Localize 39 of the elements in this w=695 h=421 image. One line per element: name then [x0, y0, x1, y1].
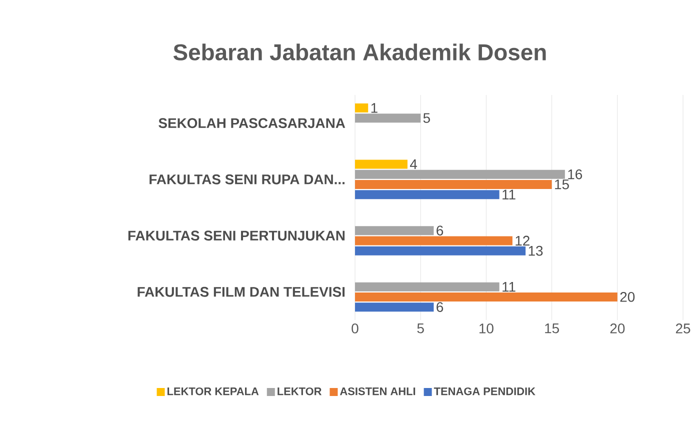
data-label: 1 [371, 103, 378, 113]
data-label: 15 [555, 180, 569, 190]
data-label: 11 [502, 190, 516, 200]
bar [355, 236, 512, 246]
bar [355, 190, 500, 200]
bar [355, 114, 421, 123]
x-tick-label: 10 [480, 324, 494, 334]
legend-label: TENAGA PENDIDIK [434, 387, 536, 396]
legend-label: LEKTOR KEPALA [168, 387, 259, 396]
y-tick-label: FAKULTAS FILM DAN TELEVISI [138, 286, 345, 297]
x-tick-label: 20 [610, 324, 625, 334]
bar [355, 246, 526, 256]
bar [355, 170, 565, 179]
data-label: 16 [568, 169, 582, 180]
x-tick-label: 25 [676, 324, 690, 334]
bar [355, 226, 434, 236]
bar [355, 103, 368, 112]
data-label: 11 [502, 282, 516, 292]
data-label: 12 [516, 236, 530, 246]
bar [355, 302, 434, 312]
bar [355, 160, 408, 169]
data-label: 20 [620, 292, 635, 302]
chart-title: Sebaran Jabatan Akademik Dosen [173, 44, 546, 60]
x-tick-label: 5 [417, 324, 424, 334]
data-label: 13 [528, 246, 543, 256]
data-label: 4 [410, 159, 418, 169]
bar [355, 292, 618, 302]
y-tick-label: SEKOLAH PASCASARJANA [158, 118, 346, 128]
data-label: 6 [436, 302, 444, 312]
bar [355, 282, 500, 292]
x-tick-label: 15 [545, 324, 559, 334]
x-tick-label: 0 [352, 324, 358, 334]
y-tick-label: FAKULTAS SENI PERTUNJUKAN [128, 230, 345, 241]
data-label: 6 [436, 226, 444, 236]
legend-label: ASISTEN AHLI [340, 387, 416, 396]
data-label: 5 [423, 113, 430, 123]
legend-label: LEKTOR [278, 387, 322, 396]
y-tick-label: FAKULTAS SENI RUPA DAN... [150, 174, 345, 184]
bar [355, 180, 552, 189]
